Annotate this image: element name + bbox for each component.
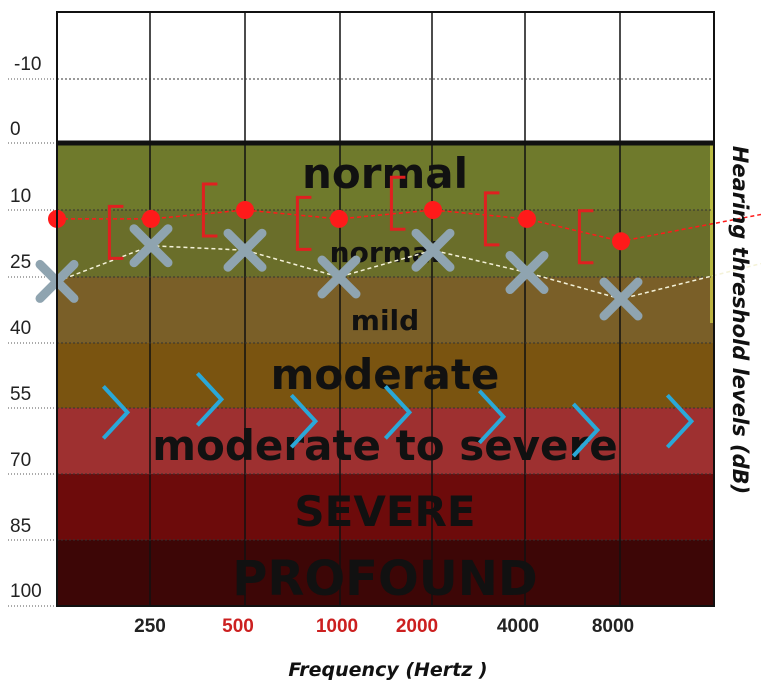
masked-bone-chevron	[289, 393, 319, 449]
band-label-normal: normal	[302, 149, 468, 198]
band-label-severe: SEVERE	[294, 487, 475, 536]
band-moderate-to-severe	[57, 408, 714, 474]
x-tick-labels: 250 500 1000 2000 4000 8000	[134, 616, 634, 637]
bone-conduction-bracket	[201, 182, 218, 238]
y-tick-label: 85	[10, 516, 31, 537]
right-ear-connector	[57, 209, 761, 243]
left-ear-cross	[317, 255, 361, 299]
band-label-moderate: moderate	[271, 350, 500, 399]
y-tick-label: 55	[10, 384, 31, 405]
masked-bone-chevron	[477, 389, 507, 445]
band-label-moderate-to-severe: moderate to severe	[152, 421, 618, 470]
right-ear-circle	[236, 201, 254, 219]
band-edge-strip	[710, 143, 714, 323]
y-tick-labels: -10 0 10 25 40 55 70 85 100	[10, 54, 42, 602]
left-ear-cross	[129, 224, 173, 268]
band-severe	[57, 474, 714, 540]
x-axis-title: Frequency (Hertz )	[288, 659, 487, 681]
y-tick-label: 100	[10, 581, 42, 602]
y-tick-label: 0	[10, 119, 21, 140]
band-profound	[57, 540, 714, 606]
x-tick-label: 2000	[396, 616, 438, 637]
band-normal	[57, 143, 714, 210]
right-ear-circle	[142, 209, 160, 228]
masked-bone-chevron	[571, 402, 601, 458]
masked-bone-chevron	[383, 385, 413, 440]
band-label-profound: PROFOUND	[232, 551, 538, 607]
bone-conduction-bracket	[295, 195, 312, 251]
plot-frame	[56, 11, 715, 607]
masked-bone-chevron	[195, 371, 225, 427]
x-tick-label: 4000	[497, 616, 539, 637]
x-tick-label: 1000	[316, 616, 358, 637]
y-tick-label: 25	[10, 252, 31, 273]
plot-border	[56, 11, 715, 607]
x-tick-label: 500	[222, 616, 254, 637]
data-series	[35, 175, 761, 458]
band-label-mild: mild	[351, 304, 419, 337]
right-ear-circle	[330, 209, 348, 228]
masked-bone-chevron	[101, 385, 131, 440]
bone-conduction-bracket	[107, 204, 124, 260]
y-tick-label: 10	[10, 186, 31, 207]
right-ear-circle	[612, 232, 630, 251]
bone-conduction-bracket	[389, 175, 406, 231]
left-ear-cross	[505, 251, 549, 295]
left-ear-cross	[411, 228, 455, 272]
y-tick-label: -10	[14, 54, 41, 75]
band-moderate	[57, 343, 714, 408]
y-tick-label: 70	[10, 450, 31, 471]
right-ear-circle	[518, 209, 536, 228]
left-ear-cross	[599, 277, 643, 321]
bone-conduction-bracket	[483, 191, 500, 247]
band-open-region	[57, 12, 714, 143]
left-ear-cross	[223, 228, 267, 272]
right-ear-circle	[424, 201, 442, 219]
y-tick-label: 40	[10, 318, 31, 339]
left-ear-connector	[56, 244, 761, 300]
x-tick-label: 8000	[592, 616, 634, 637]
x-tick-label: 250	[134, 616, 166, 637]
masked-bone-chevron	[665, 393, 695, 449]
bone-conduction-bracket	[577, 209, 594, 265]
y-axis-title: Hearing threshold levels (dB)	[728, 146, 752, 494]
